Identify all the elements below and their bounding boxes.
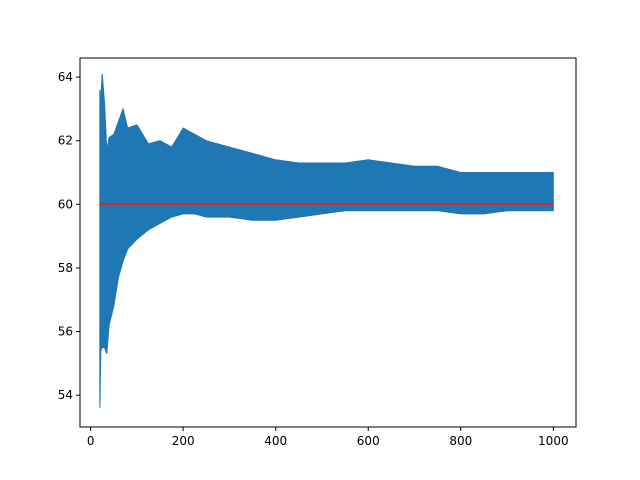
- y-tick-label: 56: [58, 325, 73, 339]
- y-tick-label: 62: [58, 134, 73, 148]
- x-tick-label: 400: [264, 434, 287, 448]
- x-axis-ticks: 0 200 400 600 800 1000: [87, 427, 569, 448]
- x-tick-label: 200: [172, 434, 195, 448]
- y-tick-label: 60: [58, 197, 73, 211]
- axes-frame: [79, 57, 577, 428]
- y-axis-ticks: 54 56 58 60 62 64: [58, 70, 80, 402]
- x-tick-label: 1000: [538, 434, 569, 448]
- x-tick-label: 0: [87, 434, 95, 448]
- series-band-layer: [99, 73, 554, 408]
- y-tick-label: 58: [58, 261, 73, 275]
- x-tick-label: 800: [449, 434, 472, 448]
- y-tick-label: 64: [58, 70, 73, 84]
- series-band-0-oscillation: [99, 84, 554, 403]
- series-band-0: [99, 73, 554, 408]
- plot-area: [99, 73, 554, 408]
- x-tick-label: 600: [357, 434, 380, 448]
- y-tick-label: 54: [58, 388, 73, 402]
